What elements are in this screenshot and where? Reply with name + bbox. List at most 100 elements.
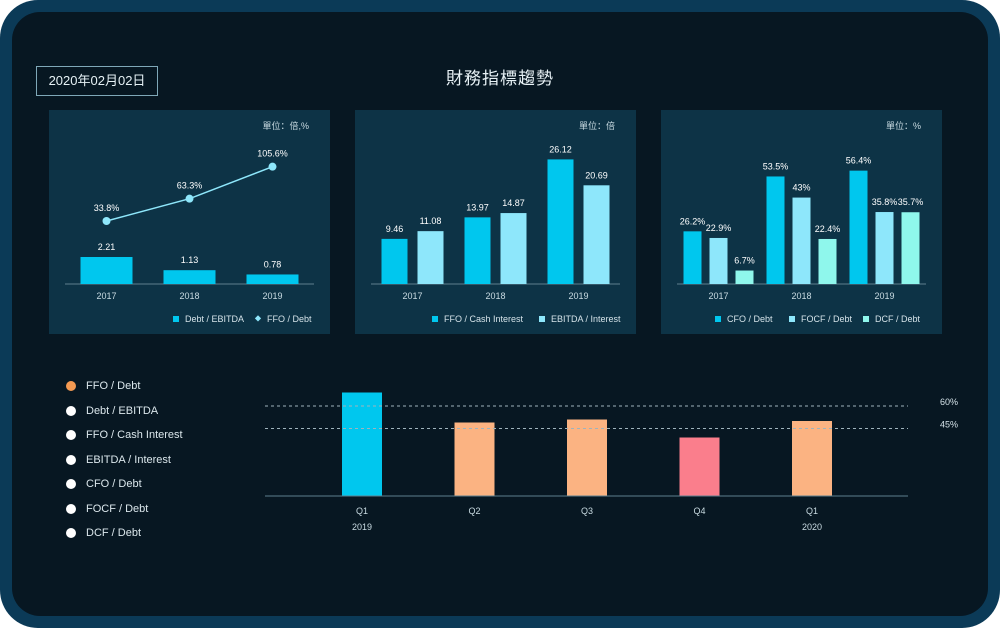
legend-swatch xyxy=(539,316,545,322)
metric-option-label: DCF / Debt xyxy=(86,527,142,540)
metric-option-debt-ebitda[interactable]: Debt / EBITDA xyxy=(66,399,183,424)
bar-debt-ebitda xyxy=(246,274,299,284)
x-tick-label: 2018 xyxy=(179,291,199,301)
line-point xyxy=(102,217,111,225)
legend-swatch xyxy=(173,316,179,322)
year-label: 2019 xyxy=(352,522,372,532)
x-tick-label: 2017 xyxy=(402,291,422,301)
x-tick-label: 2017 xyxy=(708,291,728,301)
metric-option-label: CFO / Debt xyxy=(86,478,142,491)
line-ffo-debt xyxy=(106,165,273,222)
data-label: 11.08 xyxy=(420,216,442,226)
data-label: 26.12 xyxy=(549,144,572,154)
chart-svg: 單位：倍,% 2017 2018 2019 2.21 1.13 0.78 33.8% 63.3%… xyxy=(65,120,314,324)
unselected-dot-icon xyxy=(66,503,76,514)
bar-quarter xyxy=(454,422,495,496)
metric-option-label: FOCF / Debt xyxy=(86,502,149,515)
data-label: 22.4% xyxy=(815,224,841,234)
bar-quarter xyxy=(342,392,382,496)
bar-debt-ebitda xyxy=(163,270,216,284)
metric-option-ffo-cash-interest[interactable]: FFO / Cash Interest xyxy=(66,423,183,448)
line-point xyxy=(268,162,277,171)
legend-item-dcf-debt: DCF / Debt xyxy=(863,314,921,324)
x-tick-label: 2019 xyxy=(262,291,282,301)
selected-dot-icon xyxy=(66,381,76,392)
line-point xyxy=(185,194,194,203)
legend-item-ebitda-interest: EBITDA / Interest xyxy=(539,314,621,324)
bar-ffo-cash-interest xyxy=(464,217,491,284)
legend-swatch xyxy=(432,316,438,322)
data-label: 2.21 xyxy=(98,242,116,252)
bar-debt-ebitda xyxy=(80,256,133,284)
metric-option-cfo-debt[interactable]: CFO / Debt xyxy=(66,472,183,497)
dashboard-screen: 2020年02月02日 財務指標趨勢 單位：倍,% 2017 2018 2019 2.2… xyxy=(12,12,988,616)
unselected-dot-icon xyxy=(66,479,76,490)
bar-dcf-debt xyxy=(735,270,754,284)
unselected-dot-icon xyxy=(66,405,76,416)
legend-label: Debt / EBITDA xyxy=(185,314,244,324)
bar-ffo-cash-interest xyxy=(547,159,574,284)
bar-dcf-debt xyxy=(818,238,837,284)
metric-option-ffo-debt[interactable]: FFO / Debt xyxy=(66,374,183,399)
unselected-dot-icon xyxy=(66,454,76,465)
metric-option-ebitda-interest[interactable]: EBITDA / Interest xyxy=(66,448,183,473)
x-tick-label: Q1 xyxy=(806,506,818,516)
bar-ebitda-interest xyxy=(500,213,527,284)
x-tick-label: Q1 xyxy=(356,506,368,516)
data-label: 35.8% xyxy=(872,197,898,207)
legend-swatch xyxy=(254,315,262,322)
unit-label: 單位：% xyxy=(886,120,921,131)
data-label: 6.7% xyxy=(734,256,755,266)
legend-item-focf-debt: FOCF / Debt xyxy=(789,314,853,324)
bar-quarter xyxy=(567,419,607,496)
bar-ebitda-interest xyxy=(583,185,610,284)
x-tick-label: 2018 xyxy=(485,291,505,301)
data-label: 33.8% xyxy=(94,203,120,213)
bar-focf-debt xyxy=(792,197,811,284)
metric-option-label: Debt / EBITDA xyxy=(86,404,159,417)
quarterly-chart: Q1 2019 Q2 Q3 Q4 Q1 2020 60% 45% xyxy=(252,380,972,555)
metric-selector-list: FFO / Debt Debt / EBITDA FFO / Cash Intere… xyxy=(66,374,183,546)
x-tick-label: 2019 xyxy=(568,291,588,301)
x-tick-label: 2017 xyxy=(96,291,116,301)
year-label: 2020 xyxy=(802,522,822,532)
bar-cfo-debt xyxy=(849,170,868,284)
legend-label: EBITDA / Interest xyxy=(551,314,621,324)
legend-swatch xyxy=(715,316,721,322)
legend-label: FFO / Cash Interest xyxy=(444,314,524,324)
x-tick-label: Q3 xyxy=(581,506,593,516)
data-label: 9.46 xyxy=(386,224,404,234)
date-display: 2020年02月02日 xyxy=(36,66,158,96)
chart-panel-debt-ffo: 單位：倍,% 2017 2018 2019 2.21 1.13 0.78 33.8% 63.3%… xyxy=(49,110,330,334)
data-label: 105.6% xyxy=(257,149,288,159)
data-label: 56.4% xyxy=(846,156,872,166)
bar-cfo-debt xyxy=(683,231,702,284)
legend-label: DCF / Debt xyxy=(875,314,921,324)
bar-quarter xyxy=(679,437,720,496)
data-label: 20.69 xyxy=(585,170,608,180)
chart-svg: 單位：% 2017 2018 2019 26.2% 53.5% 56.4% 22.9% 43% 3… xyxy=(677,120,926,324)
data-label: 13.97 xyxy=(466,202,489,212)
legend-label: CFO / Debt xyxy=(727,314,773,324)
metric-option-dcf-debt[interactable]: DCF / Debt xyxy=(66,521,183,546)
bar-focf-debt xyxy=(875,212,894,284)
chart-panel-cashflow-debt: 單位：% 2017 2018 2019 26.2% 53.5% 56.4% 22.9% 43% 3… xyxy=(661,110,942,334)
metric-option-label: EBITDA / Interest xyxy=(86,453,171,466)
data-label: 35.7% xyxy=(898,197,924,207)
data-label: 14.87 xyxy=(502,198,525,208)
data-label: 1.13 xyxy=(181,255,199,265)
x-tick-label: Q4 xyxy=(693,506,705,516)
unselected-dot-icon xyxy=(66,528,76,539)
legend-item-debt-ebitda: Debt / EBITDA xyxy=(173,314,244,324)
bar-cfo-debt xyxy=(766,176,785,284)
bar-ffo-cash-interest xyxy=(381,238,408,284)
legend-item-ffo-debt: FFO / Debt xyxy=(254,314,312,324)
legend-label: FFO / Debt xyxy=(267,314,312,324)
metric-option-focf-debt[interactable]: FOCF / Debt xyxy=(66,497,183,522)
bar-quarter xyxy=(792,421,832,496)
data-label: 26.2% xyxy=(680,216,706,226)
legend-label: FOCF / Debt xyxy=(801,314,853,324)
data-label: 63.3% xyxy=(177,181,203,191)
data-label: 43% xyxy=(792,183,810,193)
